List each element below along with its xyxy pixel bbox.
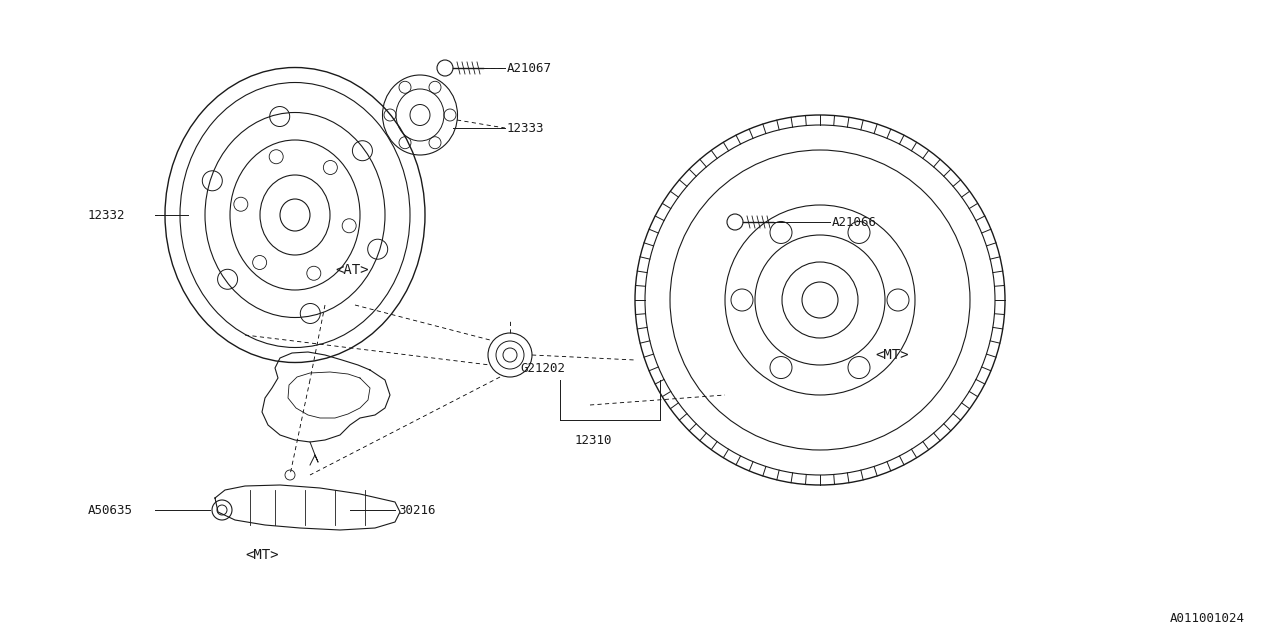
Ellipse shape xyxy=(280,199,310,231)
Text: G21202: G21202 xyxy=(520,362,564,374)
Text: 12332: 12332 xyxy=(88,209,125,221)
Polygon shape xyxy=(215,485,401,530)
Text: 30216: 30216 xyxy=(398,504,435,516)
Text: A011001024: A011001024 xyxy=(1170,611,1245,625)
Text: 12310: 12310 xyxy=(575,433,613,447)
Text: 12333: 12333 xyxy=(507,122,544,134)
Text: A21066: A21066 xyxy=(832,216,877,228)
Text: A50635: A50635 xyxy=(88,504,133,516)
Text: <AT>: <AT> xyxy=(335,263,369,277)
Text: <MT>: <MT> xyxy=(876,348,909,362)
Text: <MT>: <MT> xyxy=(244,548,279,562)
Text: A21067: A21067 xyxy=(507,61,552,74)
